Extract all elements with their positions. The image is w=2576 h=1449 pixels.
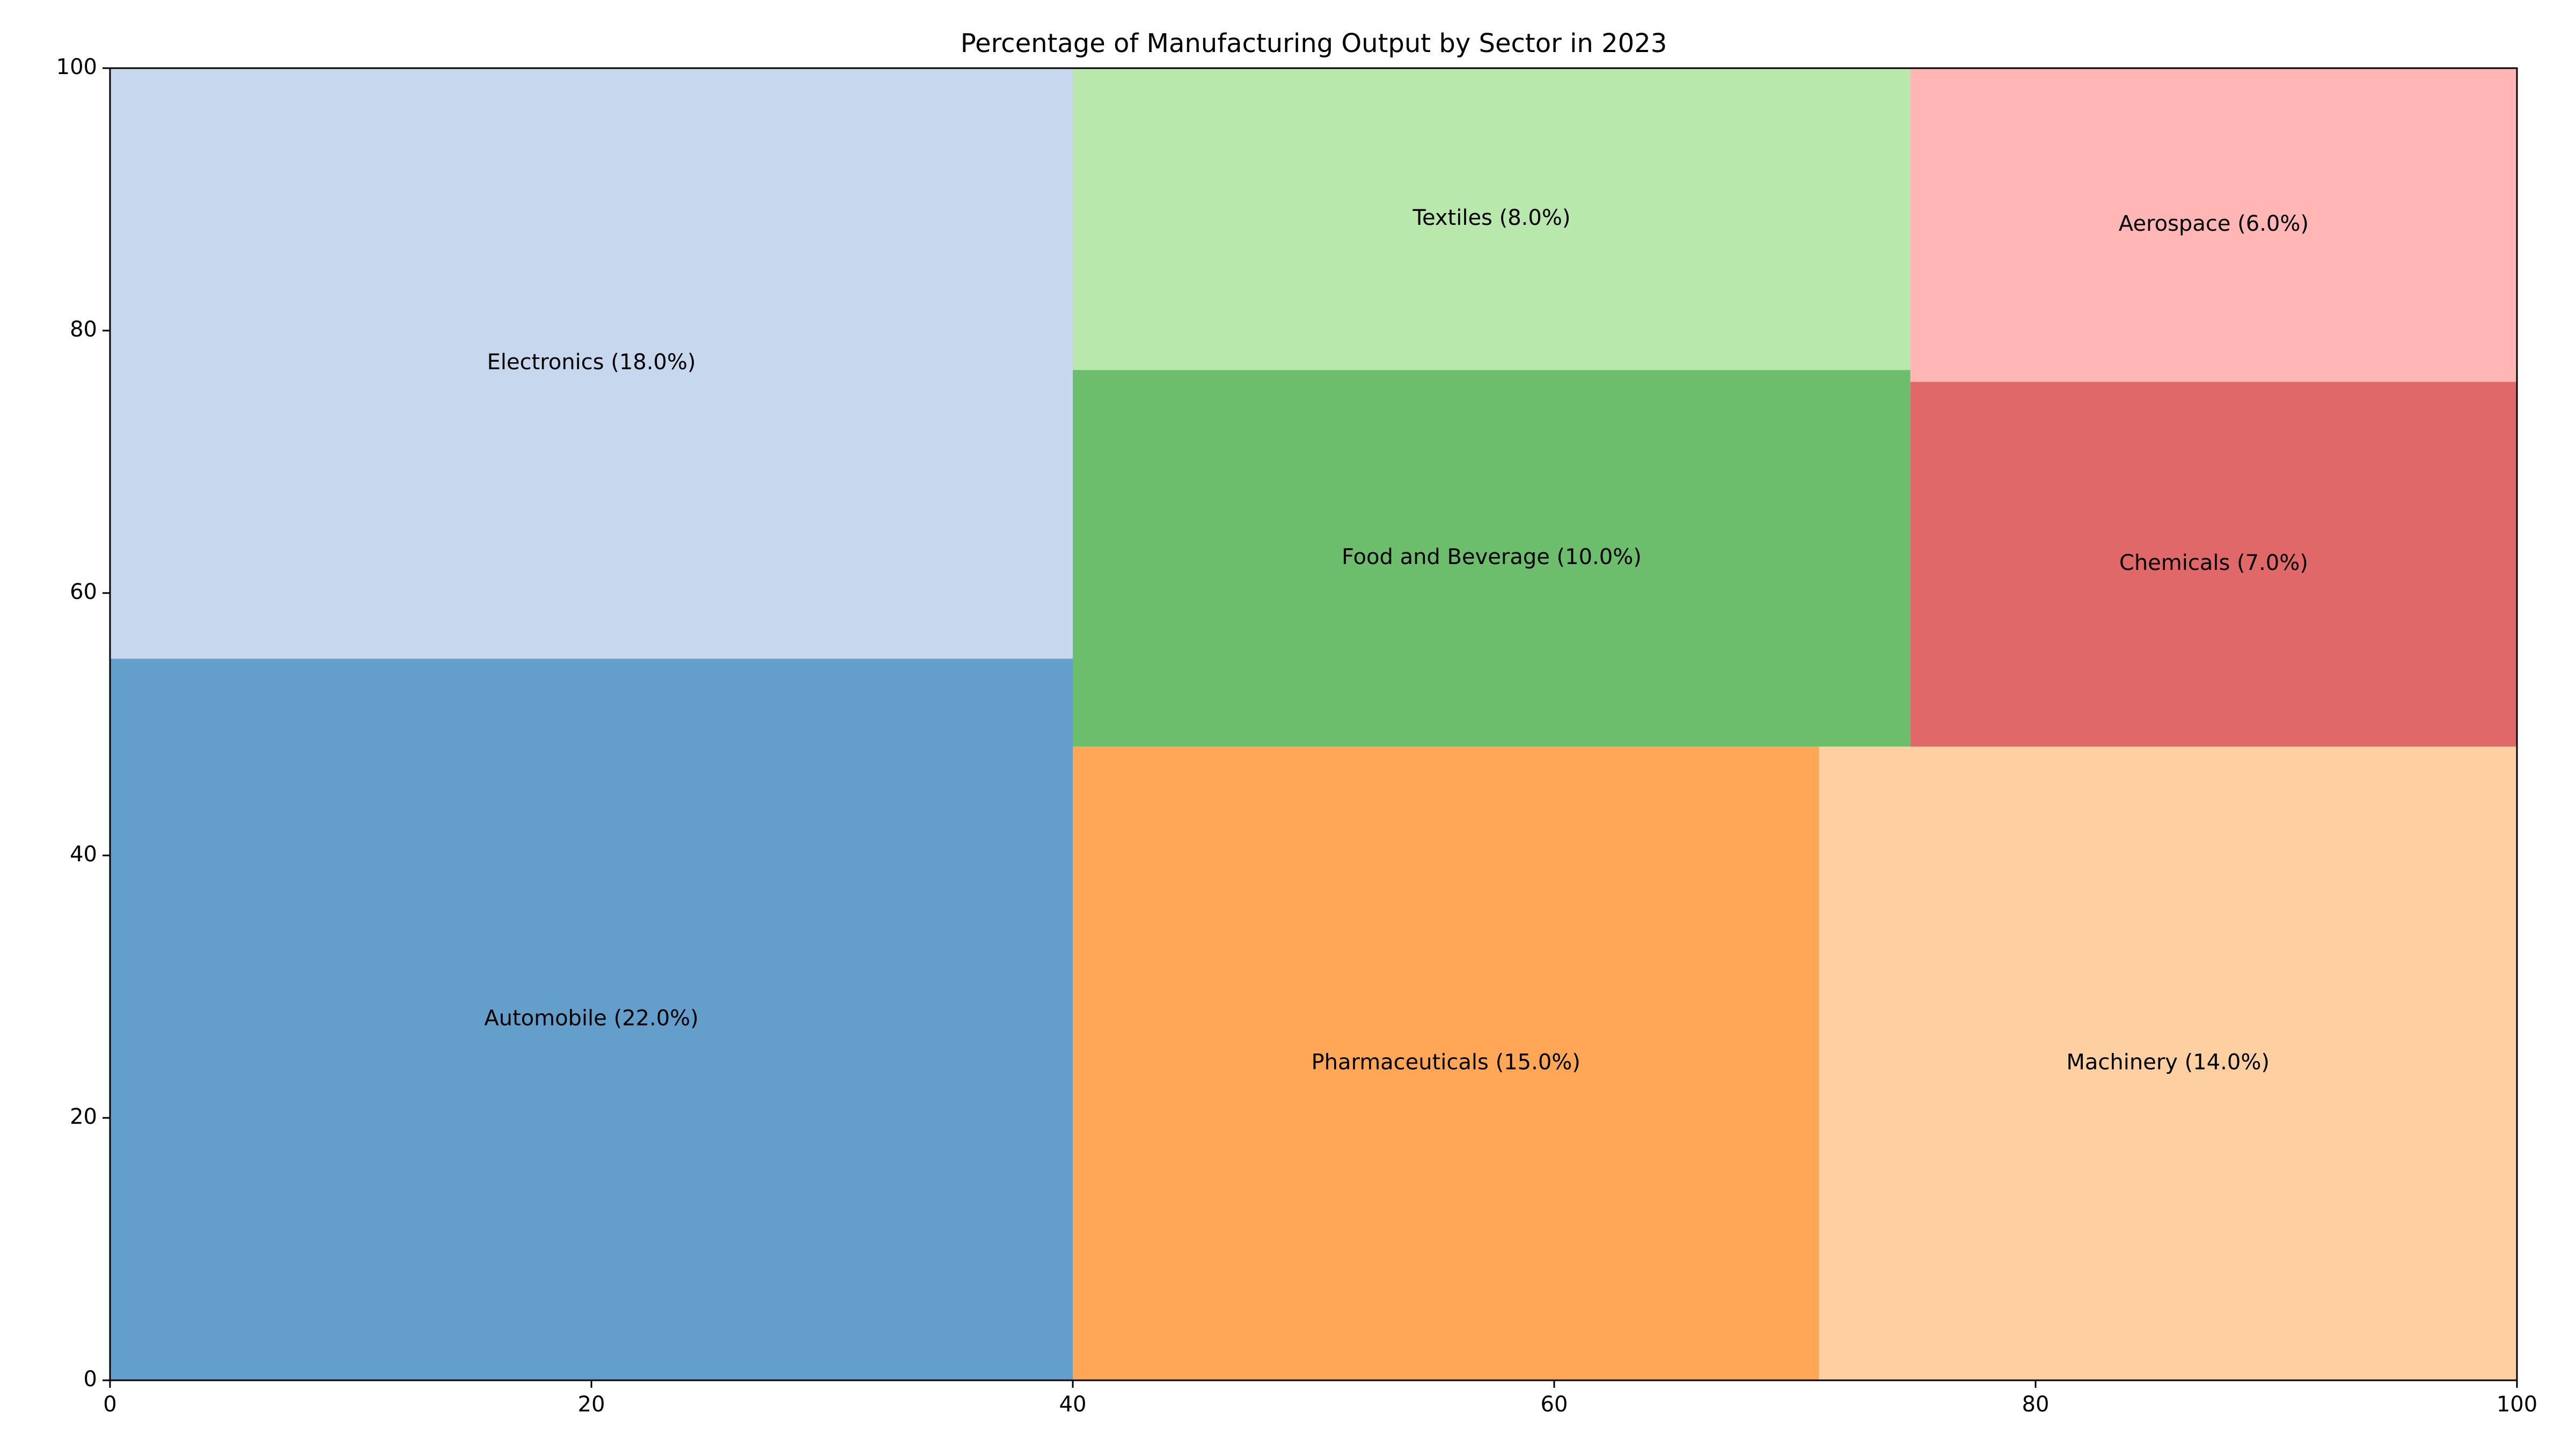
x-tick-label: 60 <box>1541 1392 1568 1417</box>
y-axis: 0 20 40 60 80 100 <box>56 55 110 1392</box>
treemap-label-textiles: Textiles (8.0%) <box>1412 206 1570 230</box>
x-tick-label: 100 <box>2497 1392 2537 1417</box>
treemap-rect-electronics <box>110 68 1073 659</box>
y-tick-label: 0 <box>84 1367 97 1392</box>
treemap-label-machinery: Machinery (14.0%) <box>2066 1050 2270 1075</box>
treemap-label-electronics: Electronics (18.0%) <box>487 350 696 375</box>
treemap-rect-food-and-beverage <box>1073 370 1911 747</box>
y-tick-label: 60 <box>70 580 97 604</box>
treemap-rect-automobile <box>110 658 1073 1380</box>
x-tick-label: 0 <box>103 1392 116 1417</box>
treemap-label-pharmaceuticals: Pharmaceuticals (15.0%) <box>1311 1050 1580 1075</box>
treemap-label-aerospace: Aerospace (6.0%) <box>2119 211 2309 236</box>
treemap-rect-pharmaceuticals <box>1073 747 1819 1380</box>
treemap-rect-textiles <box>1073 68 1911 370</box>
treemap-rect-machinery <box>1819 747 2517 1380</box>
y-tick-label: 20 <box>70 1104 97 1129</box>
treemap-labels: Automobile (22.0%) Electronics (18.0%) Pha… <box>484 206 2309 1074</box>
y-tick-label: 80 <box>70 317 97 342</box>
y-tick-label: 40 <box>70 842 97 867</box>
x-tick-label: 40 <box>1059 1392 1087 1417</box>
x-tick-label: 80 <box>2022 1392 2050 1417</box>
treemap-label-automobile: Automobile (22.0%) <box>484 1006 699 1031</box>
treemap-label-chemicals: Chemicals (7.0%) <box>2119 551 2308 575</box>
x-axis: 0 20 40 60 80 100 <box>103 1380 2537 1417</box>
y-tick-label: 100 <box>56 55 97 79</box>
chart-title: Percentage of Manufacturing Output by Se… <box>961 28 1667 58</box>
x-tick-label: 20 <box>578 1392 605 1417</box>
treemap-rect-aerospace <box>1910 68 2517 382</box>
treemap-rectangles <box>110 68 2517 1380</box>
treemap-label-food-and-beverage: Food and Beverage (10.0%) <box>1342 545 1642 569</box>
treemap-rect-chemicals <box>1910 382 2517 747</box>
plot-frame <box>109 67 2518 1381</box>
